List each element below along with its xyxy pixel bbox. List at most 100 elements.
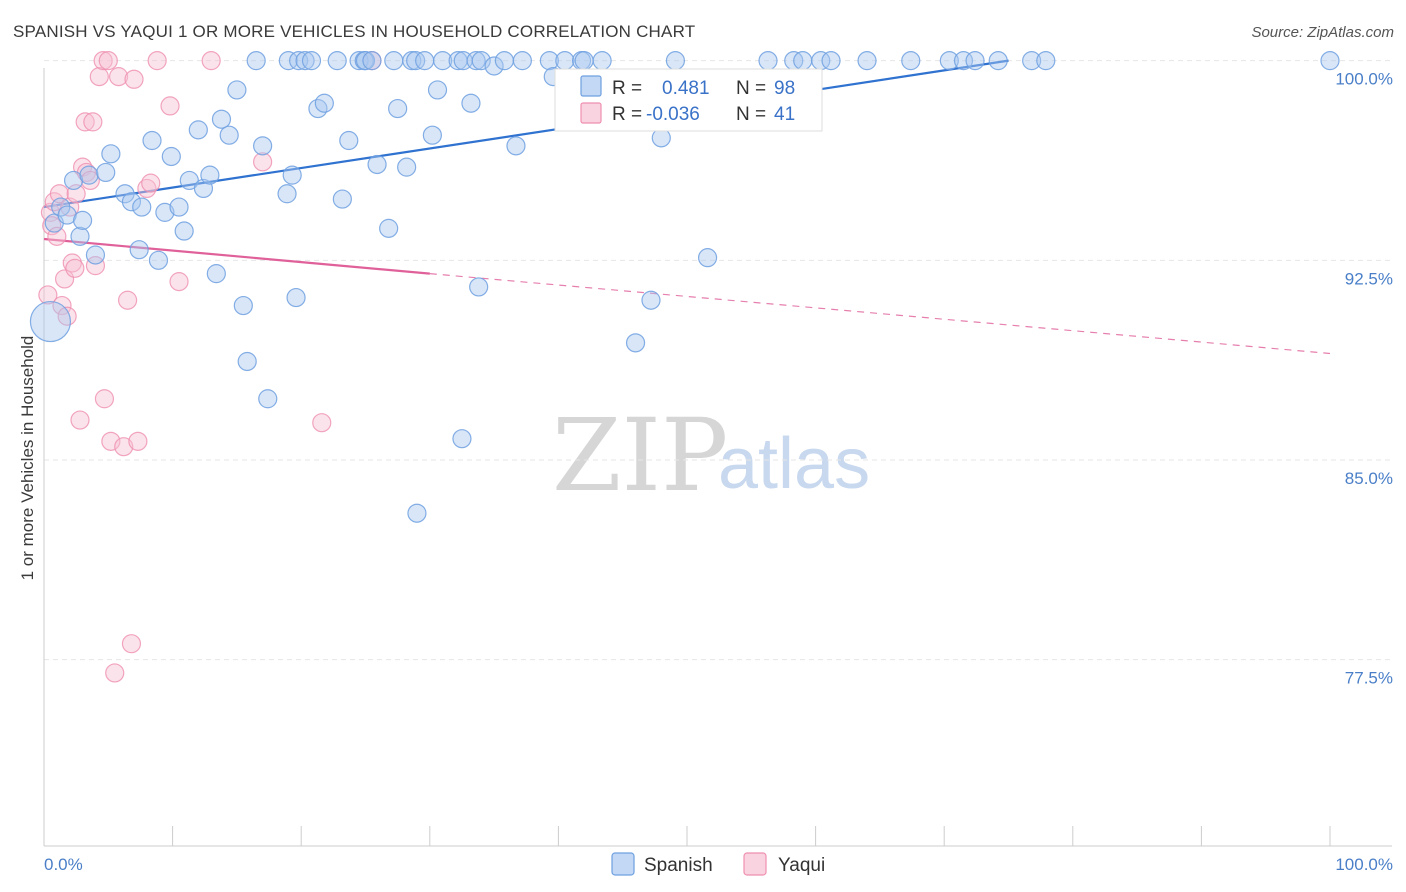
spanish-point: [132, 197, 152, 217]
series-legend: Spanish Yaqui: [611, 852, 825, 876]
spanish-point: [494, 51, 514, 71]
yaqui-point: [253, 152, 273, 172]
spanish-point: [758, 51, 778, 71]
x-tick-label-min: 0.0%: [44, 855, 83, 874]
yaqui-point: [147, 51, 167, 71]
spanish-point: [258, 389, 278, 409]
spanish-point: [939, 51, 959, 71]
spanish-point: [246, 51, 266, 71]
spanish-point: [793, 51, 813, 71]
legend-n-value-yaqui: 41: [774, 104, 795, 125]
spanish-point: [278, 51, 298, 71]
yaqui-point: [137, 178, 157, 199]
spanish-point: [161, 146, 181, 167]
spanish-point: [295, 51, 315, 71]
yaqui-point: [160, 96, 180, 116]
yaqui-trend-line-dashed: [429, 273, 1331, 355]
x-tick-label-max: 100.0%: [1335, 855, 1393, 874]
y-tick-label: 100.0%: [1335, 70, 1393, 89]
yaqui-point: [70, 410, 90, 430]
spanish-point: [277, 184, 297, 204]
spanish-point: [697, 248, 718, 268]
spanish-point: [512, 51, 532, 71]
spanish-point: [233, 295, 253, 316]
y-tick-labels: 77.5% 85.0% 92.5% 100.0%: [1335, 70, 1393, 688]
yaqui-point: [117, 290, 138, 310]
spanish-point: [339, 130, 359, 151]
spanish-point: [469, 277, 489, 297]
yaqui-point: [128, 431, 148, 451]
yaqui-point: [75, 112, 95, 132]
yaqui-point: [89, 67, 109, 87]
spanish-point: [407, 503, 427, 523]
spanish-point: [96, 162, 116, 183]
spanish-point: [227, 80, 247, 100]
yaqui-point: [57, 306, 77, 326]
spanish-point: [1022, 51, 1042, 71]
spanish-point: [51, 197, 71, 217]
yaqui-point: [121, 634, 142, 654]
spanish-point: [155, 202, 175, 222]
series-legend-label-spanish: Spanish: [644, 855, 713, 876]
spanish-point: [857, 51, 877, 71]
spanish-point: [901, 51, 921, 71]
correlation-legend: R = 0.481 N = 98 R = -0.036 N = 41: [554, 68, 823, 132]
spanish-point: [308, 98, 328, 119]
spanish-point: [625, 333, 646, 353]
spanish-point: [1036, 51, 1056, 71]
spanish-point: [72, 210, 93, 230]
yaqui-point: [124, 69, 144, 89]
legend-n-value-spanish: 98: [774, 78, 795, 99]
yaqui-point: [38, 285, 58, 305]
spanish-point: [1320, 51, 1340, 71]
legend-n-label-spanish: N =: [736, 78, 766, 99]
spanish-point: [427, 80, 448, 100]
spanish-points: [29, 51, 1340, 523]
spanish-point: [206, 264, 226, 284]
yaqui-point: [94, 389, 115, 409]
x-tick-labels: 0.0% 100.0%: [44, 855, 1393, 874]
spanish-point: [471, 51, 491, 71]
yaqui-point: [105, 663, 125, 683]
yaqui-point: [65, 258, 85, 278]
source-credit: Source: ZipAtlas.com: [1251, 24, 1394, 41]
spanish-point: [592, 51, 612, 71]
legend-r-value-spanish: 0.481: [662, 78, 710, 99]
spanish-point: [85, 245, 106, 265]
watermark-atlas: atlas: [718, 424, 870, 504]
spanish-point: [574, 51, 594, 71]
spanish-point: [129, 240, 149, 260]
legend-r-label-spanish: R =: [612, 78, 642, 99]
spanish-point: [282, 165, 302, 185]
spanish-point: [332, 189, 352, 209]
axes: [43, 68, 1392, 847]
spanish-point: [397, 157, 417, 177]
y-tick-label: 77.5%: [1345, 669, 1393, 688]
spanish-point: [219, 125, 239, 145]
spanish-point: [121, 192, 142, 212]
spanish-point: [988, 51, 1008, 71]
spanish-point: [301, 51, 322, 71]
spanish-point: [953, 51, 974, 71]
yaqui-point: [42, 216, 62, 236]
series-legend-label-yaqui: Yaqui: [778, 855, 825, 876]
watermark-zip: ZIP: [552, 397, 728, 514]
spanish-point: [384, 51, 404, 71]
yaqui-point: [101, 431, 121, 451]
spanish-point: [70, 226, 90, 246]
spanish-point: [211, 109, 232, 129]
spanish-point: [237, 351, 257, 372]
yaqui-trend-line-solid: [43, 237, 430, 275]
spanish-point: [253, 136, 273, 156]
chart-title: SPANISH VS YAQUI 1 OR MORE VEHICLES IN H…: [13, 22, 696, 41]
yaqui-points: [38, 51, 382, 683]
legend-swatch-spanish: [580, 75, 602, 97]
yaqui-point: [141, 173, 161, 193]
spanish-point: [148, 250, 169, 270]
yaqui-point: [312, 413, 332, 433]
legend-n-label-yaqui: N =: [736, 104, 766, 125]
spanish-point: [142, 130, 162, 151]
spanish-point: [388, 98, 408, 119]
spanish-point: [506, 136, 526, 156]
series-legend-swatch-yaqui: [743, 852, 767, 876]
